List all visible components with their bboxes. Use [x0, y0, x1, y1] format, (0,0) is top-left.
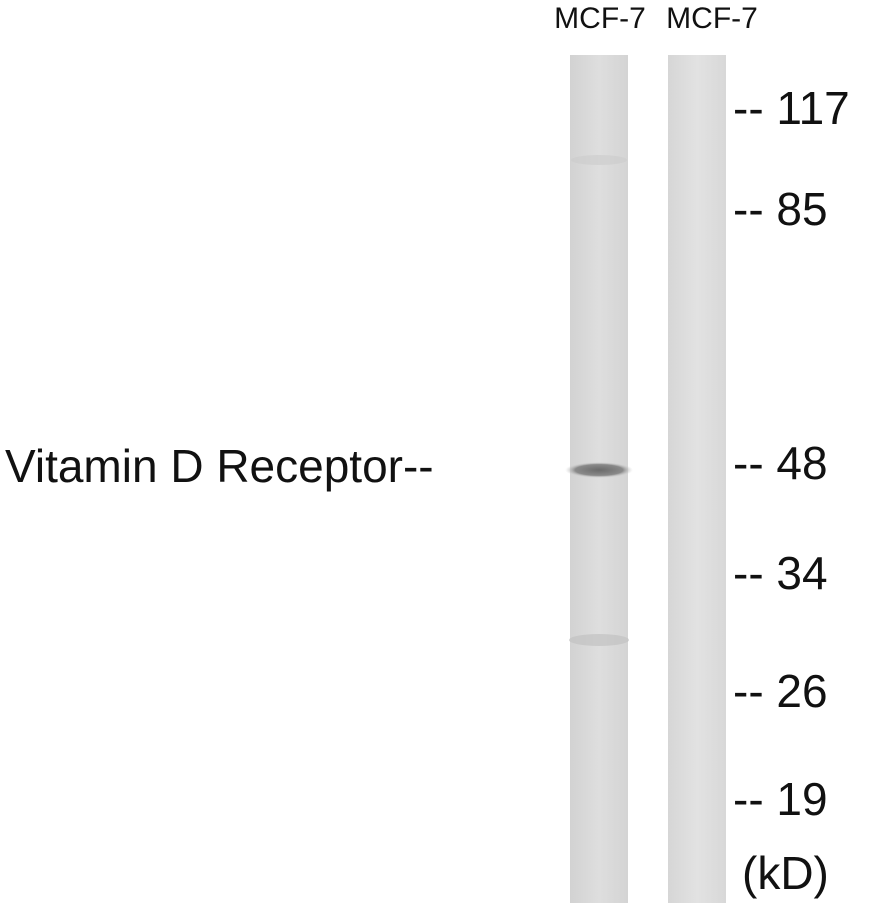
lane-label: MCF-7: [554, 2, 646, 35]
band: [565, 462, 633, 478]
faint-band: [571, 155, 627, 165]
lane-label: MCF-7: [666, 2, 758, 35]
marker-label: -- 19: [733, 773, 828, 825]
unit-label: (kD): [742, 847, 829, 899]
lane: [668, 55, 726, 903]
marker-label: -- 117: [733, 82, 850, 134]
faint-band: [569, 634, 629, 646]
marker-label: -- 48: [733, 437, 828, 489]
band-label: Vitamin D Receptor--: [5, 440, 434, 492]
marker-label: -- 85: [733, 183, 828, 235]
marker-label: -- 34: [733, 547, 828, 599]
lane: [570, 55, 628, 903]
marker-label: -- 26: [733, 665, 828, 717]
